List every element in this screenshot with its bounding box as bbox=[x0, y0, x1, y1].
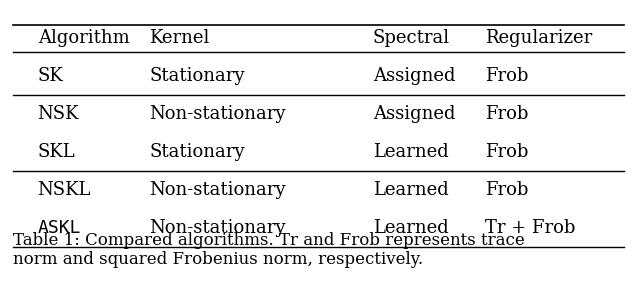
Text: Frob: Frob bbox=[484, 181, 528, 199]
Text: SKL: SKL bbox=[38, 143, 76, 161]
Text: ASKL: ASKL bbox=[38, 219, 81, 237]
Text: SK: SK bbox=[38, 67, 63, 85]
Text: Tr + Frob: Tr + Frob bbox=[484, 219, 575, 237]
Text: Frob: Frob bbox=[484, 143, 528, 161]
Text: Learned: Learned bbox=[373, 143, 449, 161]
Text: Assigned: Assigned bbox=[373, 105, 456, 123]
Text: NSKL: NSKL bbox=[38, 181, 91, 199]
Text: Regularizer: Regularizer bbox=[484, 29, 592, 47]
Text: Non-stationary: Non-stationary bbox=[149, 105, 286, 123]
Text: Spectral: Spectral bbox=[373, 29, 450, 47]
Text: NSK: NSK bbox=[38, 105, 79, 123]
Text: Non-stationary: Non-stationary bbox=[149, 181, 286, 199]
Text: Frob: Frob bbox=[484, 67, 528, 85]
Text: Table 1: Compared algorithms. Tr and Frob represents trace
norm and squared Frob: Table 1: Compared algorithms. Tr and Fro… bbox=[13, 232, 525, 268]
Text: Stationary: Stationary bbox=[149, 67, 245, 85]
Text: Assigned: Assigned bbox=[373, 67, 456, 85]
Text: Learned: Learned bbox=[373, 219, 449, 237]
Text: Non-stationary: Non-stationary bbox=[149, 219, 286, 237]
Text: Algorithm: Algorithm bbox=[38, 29, 129, 47]
Text: Learned: Learned bbox=[373, 181, 449, 199]
Text: Frob: Frob bbox=[484, 105, 528, 123]
Text: Kernel: Kernel bbox=[149, 29, 210, 47]
Text: Stationary: Stationary bbox=[149, 143, 245, 161]
